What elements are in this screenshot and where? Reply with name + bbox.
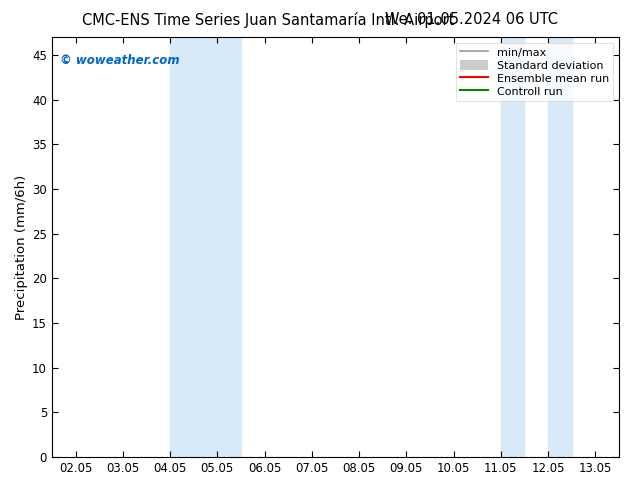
Legend: min/max, Standard deviation, Ensemble mean run, Controll run: min/max, Standard deviation, Ensemble me… <box>456 43 614 101</box>
Bar <box>548 37 572 457</box>
Text: © woweather.com: © woweather.com <box>60 54 180 67</box>
Y-axis label: Precipitation (mm/6h): Precipitation (mm/6h) <box>15 174 28 319</box>
Text: CMC-ENS Time Series Juan Santamaría Intl. Airport: CMC-ENS Time Series Juan Santamaría Intl… <box>82 12 455 28</box>
Text: We. 01.05.2024 06 UTC: We. 01.05.2024 06 UTC <box>385 12 558 27</box>
Bar <box>170 37 241 457</box>
Bar <box>501 37 524 457</box>
